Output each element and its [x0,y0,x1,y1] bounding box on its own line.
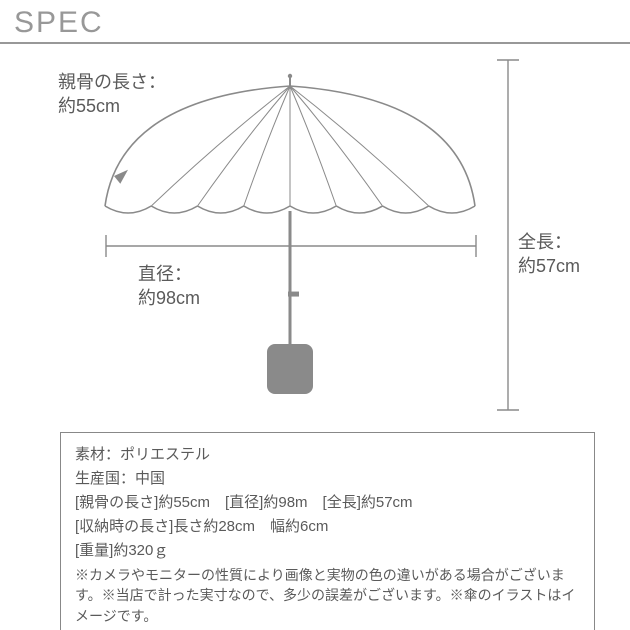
spec-folded: [収納時の長さ]長さ約28cm 幅約6cm [75,515,580,539]
label-diameter-line2: 約98cm [138,288,200,308]
spec-weight: [重量]約320ｇ [75,539,580,563]
umbrella-diagram: 親骨の長さ： 約55cm 直径： 約98cm 全長： 約57cm [0,44,630,424]
spec-title: SPEC [0,0,630,44]
spec-note: ※カメラやモニターの性質により画像と実物の色の違いがある場合がございます。※当店… [75,565,580,626]
spec-country: 生産国：中国 [75,467,580,491]
label-length-line1: 全長： [518,232,572,252]
spec-material: 素材：ポリエステル [75,443,580,467]
spec-details-box: 素材：ポリエステル 生産国：中国 [親骨の長さ]約55cm [直径]約98m [… [60,432,595,630]
label-rib-line1: 親骨の長さ： [58,72,166,92]
label-diameter-line1: 直径： [138,264,192,284]
label-rib-length: 親骨の長さ： 約55cm [58,70,166,119]
spec-dims: [親骨の長さ]約55cm [直径]約98m [全長]約57cm [75,491,580,515]
label-diameter: 直径： 約98cm [138,262,200,311]
label-length-line2: 約57cm [518,256,580,276]
label-total-length: 全長： 約57cm [518,230,580,279]
label-rib-line2: 約55cm [58,96,120,116]
